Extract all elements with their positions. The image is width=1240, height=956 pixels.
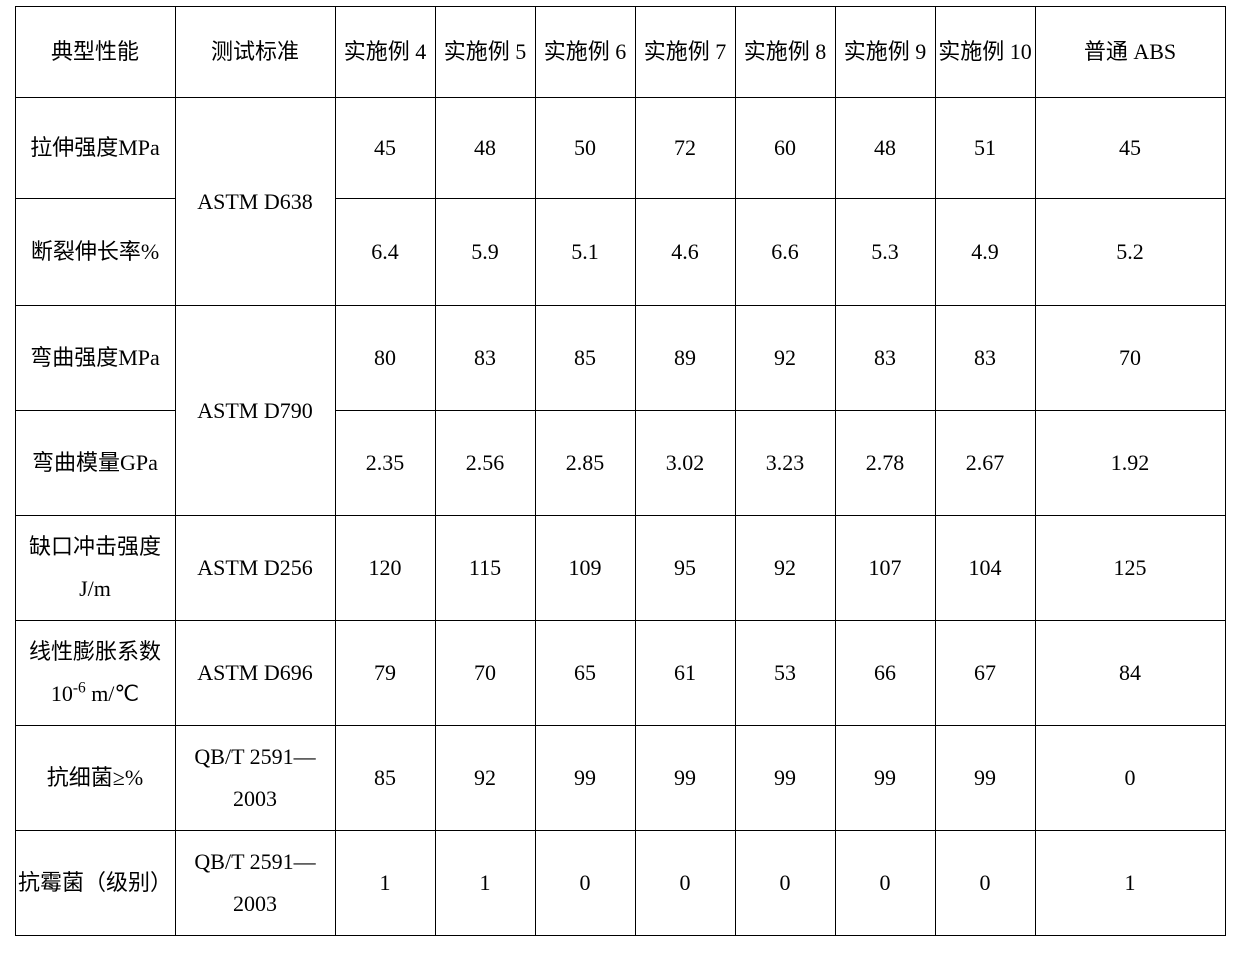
cell-value: 115 bbox=[435, 516, 535, 621]
cell-value: 50 bbox=[535, 98, 635, 199]
cell-value: 0 bbox=[935, 831, 1035, 936]
cell-value: 5.9 bbox=[435, 199, 535, 306]
header-standard: 测试标准 bbox=[175, 7, 335, 98]
cell-property: 弯曲强度MPa bbox=[15, 306, 175, 411]
cell-value: 109 bbox=[535, 516, 635, 621]
cell-value: 65 bbox=[535, 621, 635, 726]
cell-value: 85 bbox=[335, 726, 435, 831]
header-ex4: 实施例 4 bbox=[335, 7, 435, 98]
cell-property: 断裂伸长率% bbox=[15, 199, 175, 306]
cell-value: 4.6 bbox=[635, 199, 735, 306]
cell-value: 48 bbox=[435, 98, 535, 199]
header-ex10: 实施例 10 bbox=[935, 7, 1035, 98]
header-ex9: 实施例 9 bbox=[835, 7, 935, 98]
cell-value: 45 bbox=[1035, 98, 1225, 199]
cell-value: 66 bbox=[835, 621, 935, 726]
cell-value: 84 bbox=[1035, 621, 1225, 726]
cell-value: 2.67 bbox=[935, 411, 1035, 516]
cell-value: 0 bbox=[535, 831, 635, 936]
cell-value: 83 bbox=[835, 306, 935, 411]
cell-value: 99 bbox=[635, 726, 735, 831]
cell-value: 92 bbox=[435, 726, 535, 831]
cell-value: 99 bbox=[935, 726, 1035, 831]
cell-value: 67 bbox=[935, 621, 1035, 726]
cell-value: 1.92 bbox=[1035, 411, 1225, 516]
cell-value: 3.23 bbox=[735, 411, 835, 516]
header-ex6: 实施例 6 bbox=[535, 7, 635, 98]
cell-value: 0 bbox=[635, 831, 735, 936]
cell-value: 104 bbox=[935, 516, 1035, 621]
table-row: 抗细菌≥% QB/T 2591—2003 85 92 99 99 99 99 9… bbox=[15, 726, 1225, 831]
cell-value: 107 bbox=[835, 516, 935, 621]
cell-property: 线性膨胀系数 10-6 m/℃ bbox=[15, 621, 175, 726]
cell-value: 89 bbox=[635, 306, 735, 411]
header-property: 典型性能 bbox=[15, 7, 175, 98]
cell-value: 99 bbox=[535, 726, 635, 831]
cell-standard: ASTM D696 bbox=[175, 621, 335, 726]
table-row: 线性膨胀系数 10-6 m/℃ ASTM D696 79 70 65 61 53… bbox=[15, 621, 1225, 726]
cell-value: 83 bbox=[935, 306, 1035, 411]
cell-value: 92 bbox=[735, 516, 835, 621]
cell-value: 61 bbox=[635, 621, 735, 726]
cell-value: 1 bbox=[435, 831, 535, 936]
cell-property: 弯曲模量GPa bbox=[15, 411, 175, 516]
table-row: 拉伸强度MPa ASTM D638 45 48 50 72 60 48 51 4… bbox=[15, 98, 1225, 199]
cell-value: 120 bbox=[335, 516, 435, 621]
cell-value: 2.35 bbox=[335, 411, 435, 516]
cell-value: 1 bbox=[1035, 831, 1225, 936]
header-abs: 普通 ABS bbox=[1035, 7, 1225, 98]
cell-property: 抗细菌≥% bbox=[15, 726, 175, 831]
cell-value: 95 bbox=[635, 516, 735, 621]
cell-value: 45 bbox=[335, 98, 435, 199]
cell-standard: QB/T 2591—2003 bbox=[175, 726, 335, 831]
cell-value: 5.1 bbox=[535, 199, 635, 306]
cell-value: 70 bbox=[1035, 306, 1225, 411]
cell-property: 拉伸强度MPa bbox=[15, 98, 175, 199]
header-ex7: 实施例 7 bbox=[635, 7, 735, 98]
cell-value: 0 bbox=[735, 831, 835, 936]
cell-value: 80 bbox=[335, 306, 435, 411]
cell-value: 51 bbox=[935, 98, 1035, 199]
cell-value: 99 bbox=[835, 726, 935, 831]
cell-standard: ASTM D638 bbox=[175, 98, 335, 306]
cell-standard: QB/T 2591—2003 bbox=[175, 831, 335, 936]
cell-standard: ASTM D790 bbox=[175, 306, 335, 516]
cell-value: 83 bbox=[435, 306, 535, 411]
cell-value: 2.56 bbox=[435, 411, 535, 516]
cell-standard: ASTM D256 bbox=[175, 516, 335, 621]
cell-value: 72 bbox=[635, 98, 735, 199]
cell-value: 6.4 bbox=[335, 199, 435, 306]
cell-property: 抗霉菌（级别） bbox=[15, 831, 175, 936]
table-row: 缺口冲击强度 J/m ASTM D256 120 115 109 95 92 1… bbox=[15, 516, 1225, 621]
cell-value: 48 bbox=[835, 98, 935, 199]
header-ex8: 实施例 8 bbox=[735, 7, 835, 98]
cell-value: 99 bbox=[735, 726, 835, 831]
header-ex5: 实施例 5 bbox=[435, 7, 535, 98]
cell-value: 60 bbox=[735, 98, 835, 199]
cell-value: 5.2 bbox=[1035, 199, 1225, 306]
cell-value: 0 bbox=[835, 831, 935, 936]
cell-value: 125 bbox=[1035, 516, 1225, 621]
cell-value: 5.3 bbox=[835, 199, 935, 306]
cell-value: 2.85 bbox=[535, 411, 635, 516]
cell-value: 92 bbox=[735, 306, 835, 411]
cell-value: 79 bbox=[335, 621, 435, 726]
cell-value: 6.6 bbox=[735, 199, 835, 306]
cell-value: 4.9 bbox=[935, 199, 1035, 306]
cell-value: 0 bbox=[1035, 726, 1225, 831]
cell-value: 2.78 bbox=[835, 411, 935, 516]
table-row: 弯曲强度MPa ASTM D790 80 83 85 89 92 83 83 7… bbox=[15, 306, 1225, 411]
table-header-row: 典型性能 测试标准 实施例 4 实施例 5 实施例 6 实施例 7 实施例 8 … bbox=[15, 7, 1225, 98]
cell-property: 缺口冲击强度 J/m bbox=[15, 516, 175, 621]
table-row: 抗霉菌（级别） QB/T 2591—2003 1 1 0 0 0 0 0 1 bbox=[15, 831, 1225, 936]
cell-value: 3.02 bbox=[635, 411, 735, 516]
cell-value: 70 bbox=[435, 621, 535, 726]
cell-value: 53 bbox=[735, 621, 835, 726]
cell-value: 1 bbox=[335, 831, 435, 936]
cell-value: 85 bbox=[535, 306, 635, 411]
properties-table: 典型性能 测试标准 实施例 4 实施例 5 实施例 6 实施例 7 实施例 8 … bbox=[15, 6, 1226, 936]
